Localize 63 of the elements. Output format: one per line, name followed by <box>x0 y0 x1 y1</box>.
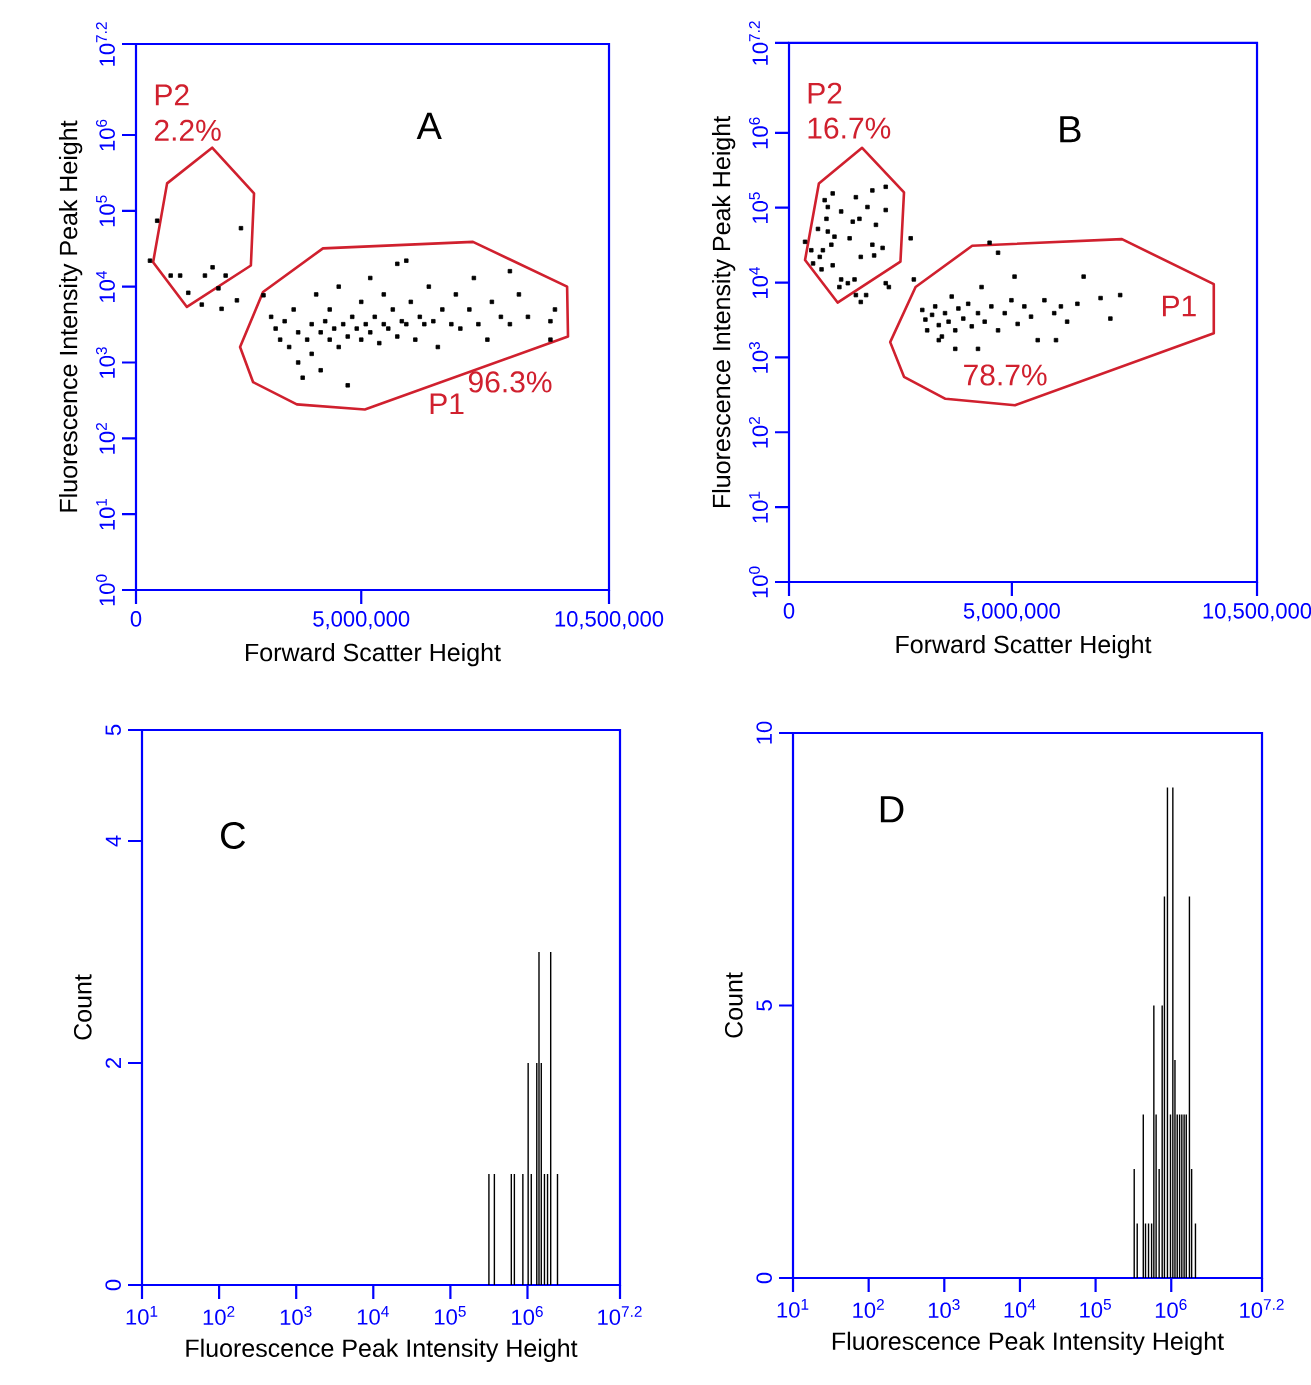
x-axis-title: Forward Scatter Height <box>896 634 1152 659</box>
y-tick-label: 5 <box>105 724 121 736</box>
x-tick-label: 10$^{4}$ <box>357 1306 389 1325</box>
x-tick-label: 10$^{5}$ <box>435 1306 466 1325</box>
y-tick-label: 4 <box>105 835 121 847</box>
annotation: C <box>221 821 246 849</box>
x-tick-label: 0 <box>783 603 795 619</box>
x-tick-label: 10$^{7.2}$ <box>1240 1299 1284 1318</box>
annotation: P1 <box>1162 295 1196 317</box>
x-tick-label: 10$^{1}$ <box>126 1306 158 1325</box>
x-tick-label: 10$^{7.2}$ <box>598 1306 642 1325</box>
y-axis-title: Fluorescence Intensity Peak Height <box>58 120 83 512</box>
y-tick-label: 10$^{1}$ <box>749 491 768 523</box>
x-tick-label: 10$^{3}$ <box>280 1306 312 1325</box>
x-tick-label: 5,000,000 <box>313 611 410 630</box>
y-tick-label: 10 <box>756 721 772 744</box>
x-axis-title: Fluorescence Peak Intensity Height <box>832 1331 1224 1355</box>
y-tick-label: 10$^{4}$ <box>749 266 768 298</box>
x-axis-title: Fluorescence Peak Intensity Height <box>186 1338 578 1362</box>
y-axis-title: Count <box>73 974 92 1040</box>
y-tick-label: 10$^{0}$ <box>96 574 115 606</box>
x-tick-label: 10$^{3}$ <box>928 1299 960 1318</box>
y-axis-title: Count <box>724 972 743 1038</box>
annotation: P2 <box>155 84 189 106</box>
y-tick-label: 5 <box>756 1000 772 1011</box>
y-tick-label: 10$^{6}$ <box>96 119 115 151</box>
y-tick-label: 10$^{6}$ <box>749 117 768 149</box>
y-tick-label: 10$^{3}$ <box>749 342 768 373</box>
y-tick-label: 10$^{4}$ <box>96 271 115 303</box>
y-axis-title: Fluorescence Intensity Peak Height <box>711 116 736 508</box>
annotation: 96.3% <box>468 371 552 393</box>
x-tick-label: 0 <box>130 611 142 627</box>
x-tick-label: 5,000,000 <box>963 603 1060 622</box>
y-tick-label: 10$^{2}$ <box>96 423 115 454</box>
annotation: 2.2% <box>154 119 221 141</box>
y-tick-label: 10$^{1}$ <box>96 498 115 530</box>
annotation: P1 <box>430 393 464 415</box>
annotation: A <box>416 112 442 139</box>
y-tick-label: 0 <box>756 1272 772 1284</box>
x-tick-label: 10$^{5}$ <box>1080 1299 1111 1318</box>
y-tick-label: 10$^{0}$ <box>749 566 768 598</box>
x-tick-label: 10$^{2}$ <box>853 1299 884 1318</box>
annotation: 16.7% <box>808 117 891 139</box>
y-tick-label: 2 <box>105 1057 121 1069</box>
x-tick-label: 10$^{2}$ <box>203 1306 235 1325</box>
x-tick-label: 10,500,000 <box>555 611 664 630</box>
y-tick-label: 10$^{5}$ <box>96 195 115 227</box>
y-tick-label: 10$^{7.2}$ <box>96 22 115 66</box>
x-tick-label: 10$^{1}$ <box>777 1299 809 1318</box>
y-tick-label: 10$^{7.2}$ <box>749 21 768 65</box>
x-tick-label: 10$^{6}$ <box>512 1306 543 1325</box>
y-tick-label: 10$^{2}$ <box>749 417 768 448</box>
x-tick-label: 10,500,000 <box>1203 603 1311 622</box>
annotation: D <box>880 796 904 823</box>
y-tick-label: 0 <box>105 1279 121 1291</box>
annotation: P2 <box>808 82 842 104</box>
annotation: B <box>1060 116 1081 143</box>
annotation: 78.7% <box>964 364 1047 386</box>
x-tick-label: 10$^{6}$ <box>1155 1299 1187 1318</box>
y-tick-label: 10$^{3}$ <box>96 347 115 378</box>
x-axis-title: Forward Scatter Height <box>246 642 501 667</box>
x-tick-label: 10$^{4}$ <box>1004 1299 1036 1318</box>
y-tick-label: 10$^{5}$ <box>749 192 768 224</box>
